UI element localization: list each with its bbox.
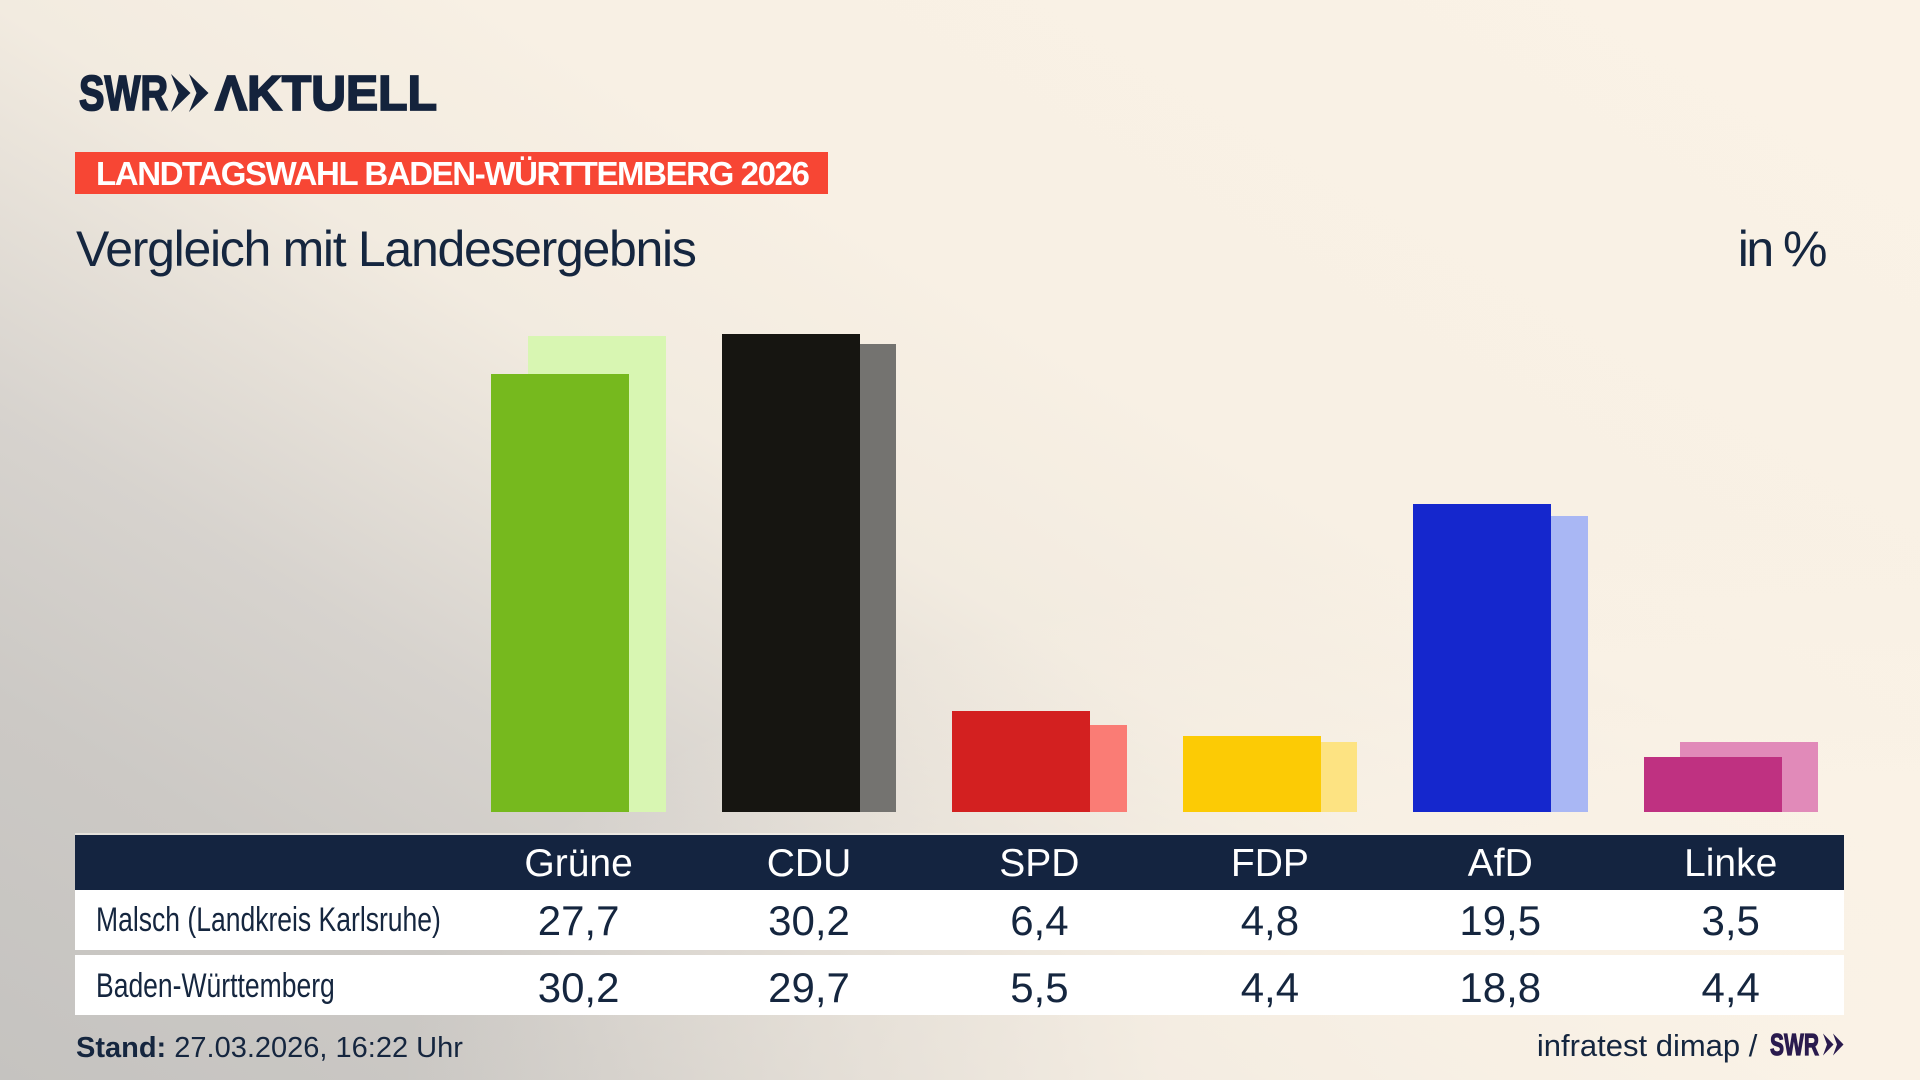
svg-text:SWR: SWR <box>79 72 168 118</box>
svg-text:ΛKTUELL: ΛKTUELL <box>215 72 437 118</box>
svg-text:SWR: SWR <box>1770 1031 1819 1061</box>
